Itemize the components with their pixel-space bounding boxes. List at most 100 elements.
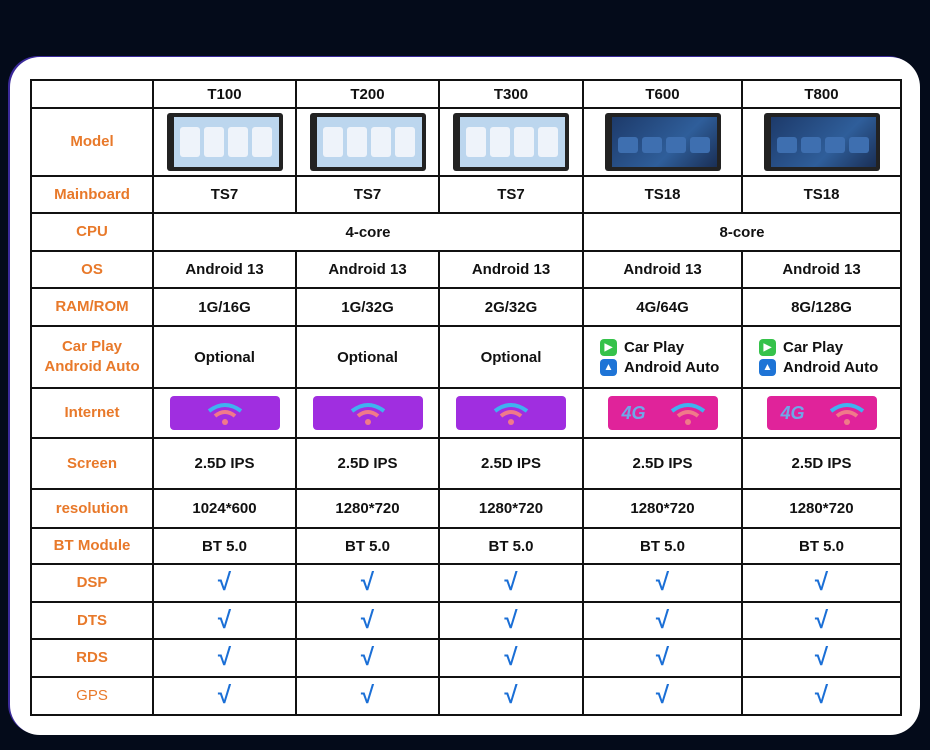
head-unit-image: [763, 113, 880, 171]
row-label: DSP: [30, 563, 154, 603]
cell: 8G/128G: [741, 287, 902, 327]
4g-wifi-badge: 4G: [607, 396, 718, 430]
carplay-icon: ▶: [600, 338, 617, 356]
resolution-row: resolution 1024*600 1280*720 1280*720 12…: [30, 488, 902, 529]
carplay-icon: ▶: [759, 338, 776, 356]
cell: BT 5.0: [438, 527, 584, 565]
cell: 2.5D IPS: [741, 437, 902, 490]
android-auto-icon: ▲: [600, 358, 617, 376]
row-label: Model: [30, 107, 154, 177]
column-header: T100: [152, 79, 297, 109]
cell: 1G/16G: [152, 287, 297, 327]
cell: 2.5D IPS: [582, 437, 743, 490]
label-line: Android Auto: [44, 358, 140, 375]
row-label: GPS: [30, 676, 154, 716]
row-label: RAM/ROM: [30, 287, 154, 327]
model-image: [295, 107, 440, 177]
cell: Android 13: [438, 250, 584, 289]
model-row: Model: [30, 107, 902, 177]
column-header: T300: [438, 79, 584, 109]
row-label: Mainboard: [30, 175, 154, 214]
cell: 2.5D IPS: [152, 437, 297, 490]
cell: Optional: [152, 325, 297, 389]
row-label: Screen: [30, 437, 154, 490]
check-icon: √: [295, 676, 440, 716]
head-unit-image: [453, 113, 569, 171]
android-auto-icon: ▲: [759, 358, 776, 376]
cell: 4G: [741, 387, 902, 439]
cell: [152, 387, 297, 439]
cell: [438, 387, 584, 439]
cell: 1280*720: [741, 488, 902, 529]
rds-row: RDS √ √ √ √ √: [30, 638, 902, 678]
cell: BT 5.0: [152, 527, 297, 565]
row-label: resolution: [30, 488, 154, 529]
check-icon: √: [741, 563, 902, 603]
cell: 8-core: [582, 212, 902, 252]
cell: Optional: [438, 325, 584, 389]
mainboard-row: Mainboard TS7 TS7 TS7 TS18 TS18: [30, 175, 902, 214]
wifi-badge: [169, 396, 280, 430]
4g-icon: 4G: [780, 403, 805, 423]
check-icon: √: [582, 601, 743, 640]
wifi-icon: [493, 403, 529, 425]
wifi-icon: [829, 403, 864, 425]
spec-table: T100 T200 T300 T600 T800 Model Mainboard…: [30, 79, 902, 716]
cell: ▶ Car Play ▲ Android Auto: [741, 325, 902, 389]
gps-row: GPS √ √ √ √ √: [30, 676, 902, 716]
cell: 1280*720: [438, 488, 584, 529]
cell: 1280*720: [295, 488, 440, 529]
dts-row: DTS √ √ √ √ √: [30, 601, 902, 640]
cell: 4G: [582, 387, 743, 439]
wifi-badge: [312, 396, 423, 430]
corner-cell: [30, 79, 154, 109]
carplay-text: Car Play: [783, 338, 844, 356]
cell: 2.5D IPS: [295, 437, 440, 490]
header-row: T100 T200 T300 T600 T800: [30, 79, 902, 109]
check-icon: √: [152, 563, 297, 603]
head-unit-image: [309, 113, 426, 171]
bt-row: BT Module BT 5.0 BT 5.0 BT 5.0 BT 5.0 BT…: [30, 527, 902, 565]
column-header: T200: [295, 79, 440, 109]
cell: TS18: [582, 175, 743, 214]
dsp-row: DSP √ √ √ √ √: [30, 563, 902, 603]
check-icon: √: [438, 601, 584, 640]
row-label: RDS: [30, 638, 154, 678]
carplay-text: Car Play: [624, 338, 685, 356]
android-auto-text: Android Auto: [783, 358, 879, 376]
row-label: DTS: [30, 601, 154, 640]
cell: Optional: [295, 325, 440, 389]
internet-row: Internet 4G 4G: [30, 387, 902, 439]
wifi-icon: [350, 403, 385, 425]
cell: Android 13: [152, 250, 297, 289]
wifi-icon: [670, 403, 705, 425]
carplay-row: Car Play Android Auto Optional Optional O…: [30, 325, 902, 389]
cell: 1280*720: [582, 488, 743, 529]
label-line: Car Play: [61, 338, 123, 355]
row-label: Internet: [30, 387, 154, 439]
row-label: CPU: [30, 212, 154, 252]
check-icon: √: [295, 638, 440, 678]
model-image: [582, 107, 743, 177]
row-label: BT Module: [30, 527, 154, 565]
column-header: T600: [582, 79, 743, 109]
os-row: OS Android 13 Android 13 Android 13 Andr…: [30, 250, 902, 289]
cell: BT 5.0: [295, 527, 440, 565]
check-icon: √: [152, 601, 297, 640]
cell: TS18: [741, 175, 902, 214]
check-icon: √: [295, 563, 440, 603]
cell: BT 5.0: [582, 527, 743, 565]
check-icon: √: [582, 676, 743, 716]
4g-icon: 4G: [621, 403, 646, 423]
cell: Android 13: [741, 250, 902, 289]
cell: BT 5.0: [741, 527, 902, 565]
cell: 4G/64G: [582, 287, 743, 327]
cell: [295, 387, 440, 439]
check-icon: √: [582, 638, 743, 678]
cpu-row: CPU 4-core 8-core: [30, 212, 902, 252]
android-auto-text: Android Auto: [624, 358, 720, 376]
cell: TS7: [438, 175, 584, 214]
model-image: [741, 107, 902, 177]
cell: Android 13: [582, 250, 743, 289]
cell: TS7: [152, 175, 297, 214]
